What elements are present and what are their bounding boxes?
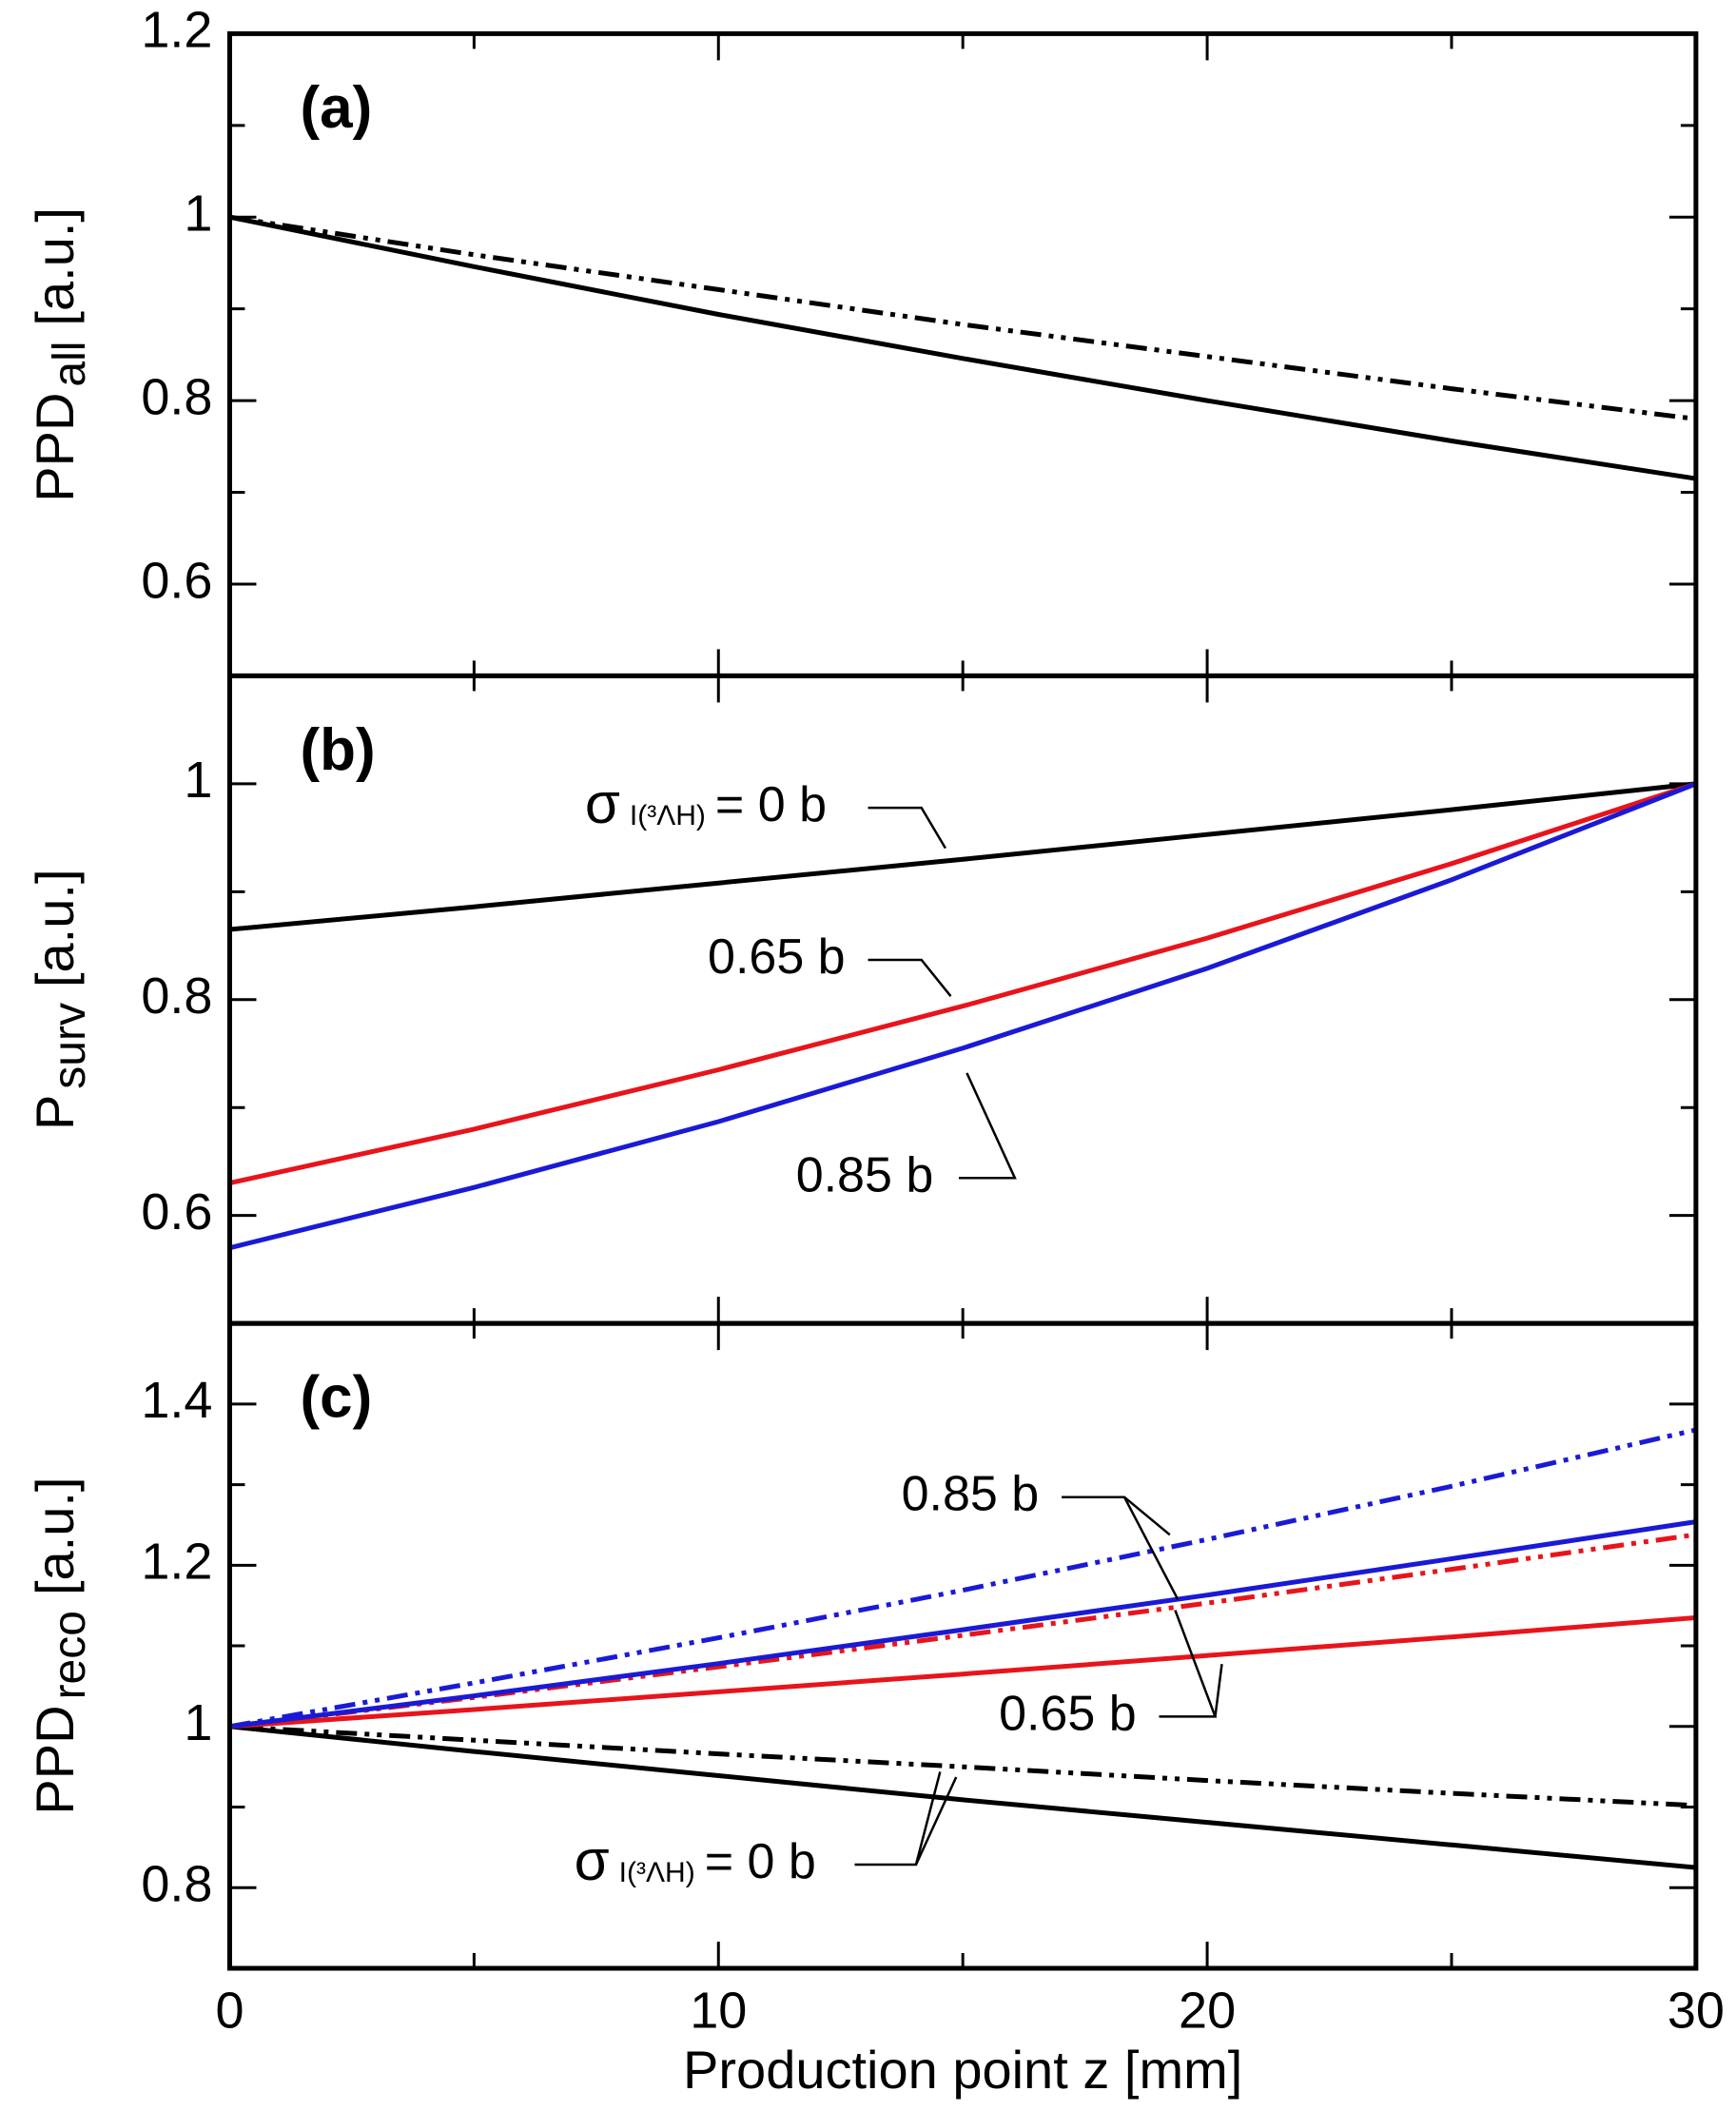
leader-line: [1122, 1496, 1180, 1600]
annotation-text: 0.85 b: [902, 1466, 1040, 1521]
leader-line: [868, 806, 946, 850]
line-series: [229, 1427, 1697, 1730]
y-axis-label: PPD reco [a.u.]: [25, 1477, 95, 1815]
x-tick-label: 20: [1179, 1982, 1236, 2039]
y-tick-label: 0.8: [141, 368, 212, 425]
annotation: 0.65 b: [708, 929, 846, 985]
annotation-text: = 0 b: [705, 1834, 816, 1889]
x-tick-label: 10: [690, 1982, 747, 2039]
x-axis-label: Production point z [mm]: [683, 2040, 1242, 2100]
line-series: [229, 1724, 1697, 1808]
y-label-main: P: [25, 1095, 85, 1130]
y-tick-label: 1.2: [141, 2, 212, 59]
leader-line: [1062, 1495, 1171, 1536]
y-label-unit: [a.u.]: [25, 207, 85, 326]
y-tick-label: 0.8: [141, 1856, 212, 1913]
annotation: σ I(³ΛH) = 0 b: [575, 1828, 816, 1892]
y-axis-label: PPD all [a.u.]: [25, 207, 95, 502]
line-series: [229, 781, 1697, 932]
line-series: [229, 1519, 1697, 1730]
y-tick-label: 0.8: [141, 968, 212, 1025]
y-tick-label: 0.6: [141, 1183, 212, 1241]
annotation: σ I(³ΛH) = 0 b: [585, 772, 827, 835]
y-tick-label: 1: [184, 1694, 212, 1751]
y-label-unit: [a.u.]: [25, 869, 85, 987]
y-tick-label: 1.4: [141, 1372, 212, 1429]
line-series: [228, 781, 1697, 1186]
annotation-text: 0.65 b: [999, 1686, 1137, 1741]
annotation: 0.85 b: [796, 1147, 934, 1202]
line-series: [229, 1614, 1697, 1730]
panel-frame: [226, 30, 1699, 678]
y-tick-label: 1.2: [141, 1534, 212, 1591]
y-label-main: PPD: [25, 1705, 85, 1814]
annotation: 0.65 b: [999, 1686, 1137, 1741]
annotation-sigma: σ: [575, 1828, 610, 1892]
y-label-unit: [a.u.]: [25, 1477, 85, 1596]
annotation-sub: I(³ΛH): [619, 1857, 695, 1888]
annotation-sub: I(³ΛH): [630, 800, 706, 831]
y-label-sub: reco: [45, 1611, 95, 1699]
y-tick-label: 1: [184, 752, 212, 809]
x-tick-label: 30: [1668, 1982, 1725, 2039]
y-label-sub: surv: [45, 1003, 95, 1089]
leader-line: [959, 1072, 1017, 1180]
panel-frame: [226, 1320, 1699, 1971]
annotation-text: = 0 b: [715, 777, 827, 832]
annotation-text: 0.85 b: [796, 1147, 934, 1202]
annotation: 0.85 b: [902, 1466, 1040, 1521]
leader-line: [1159, 1610, 1218, 1718]
annotation-text: 0.65 b: [708, 929, 846, 985]
panel-label: (c): [300, 1364, 372, 1430]
line-series: [229, 214, 1697, 481]
leader-line: [1214, 1664, 1223, 1717]
y-tick-label: 0.6: [141, 552, 212, 609]
panel-frame: [226, 673, 1699, 1326]
x-tick-label: 0: [215, 1982, 244, 2039]
line-series: [229, 214, 1697, 421]
annotation-sigma: σ: [585, 772, 620, 835]
panel-label: (b): [300, 717, 375, 783]
y-axis-label: Psurv [a.u.]: [25, 869, 95, 1130]
leader-line: [914, 1771, 942, 1866]
line-series: [229, 1724, 1697, 1870]
y-tick-label: 1: [184, 186, 212, 243]
leader-line: [868, 958, 952, 997]
y-label-main: PPD: [25, 393, 85, 502]
line-series: [228, 781, 1697, 1251]
panel-label: (a): [300, 75, 372, 141]
y-label-sub: all: [45, 342, 95, 387]
